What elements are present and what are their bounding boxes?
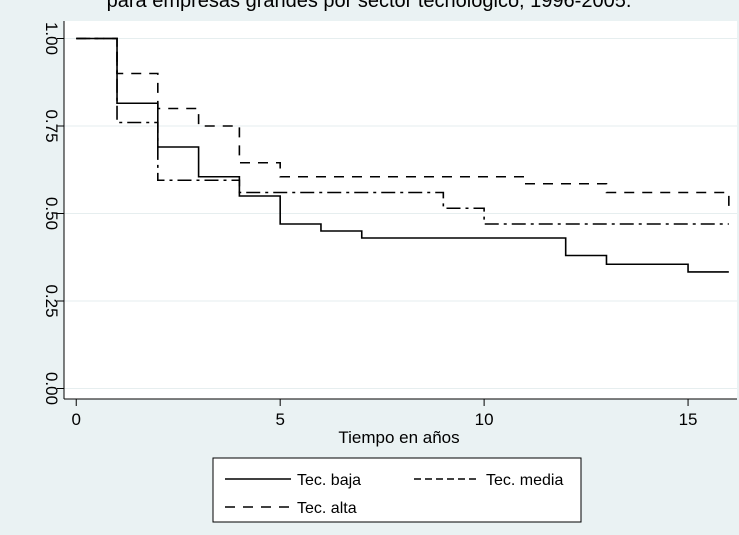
x-axis-label: Tiempo en años (338, 428, 459, 447)
y-tick-label: 0.25 (42, 284, 61, 317)
legend-label: Tec. media (486, 472, 563, 489)
y-tick-label: 0.75 (42, 109, 61, 142)
y-tick-label: 0.00 (42, 372, 61, 405)
x-tick-label: 0 (72, 410, 81, 429)
x-tick-label: 15 (679, 410, 698, 429)
series-line-tec-media (76, 37, 729, 225)
x-tick-label: 5 (275, 410, 284, 429)
legend-box (212, 457, 582, 523)
y-tick-label: 0.50 (42, 197, 61, 230)
x-tick-label: 10 (475, 410, 494, 429)
y-axis: 0.00 0.25 0.50 0.75 1.00 (42, 21, 65, 405)
series-group (76, 37, 730, 273)
legend-label: Tec. baja (297, 472, 361, 489)
legend-label: Tec. alta (297, 500, 357, 517)
plot-area (64, 21, 737, 399)
y-tick-label: 1.00 (42, 22, 61, 55)
x-axis: 0 5 10 15 (64, 398, 737, 429)
gridlines (64, 38, 737, 389)
legend: Tec. baja Tec. media Tec. alta (212, 457, 582, 523)
chart-title: para empresas grandes por sector tecnoló… (107, 0, 632, 12)
